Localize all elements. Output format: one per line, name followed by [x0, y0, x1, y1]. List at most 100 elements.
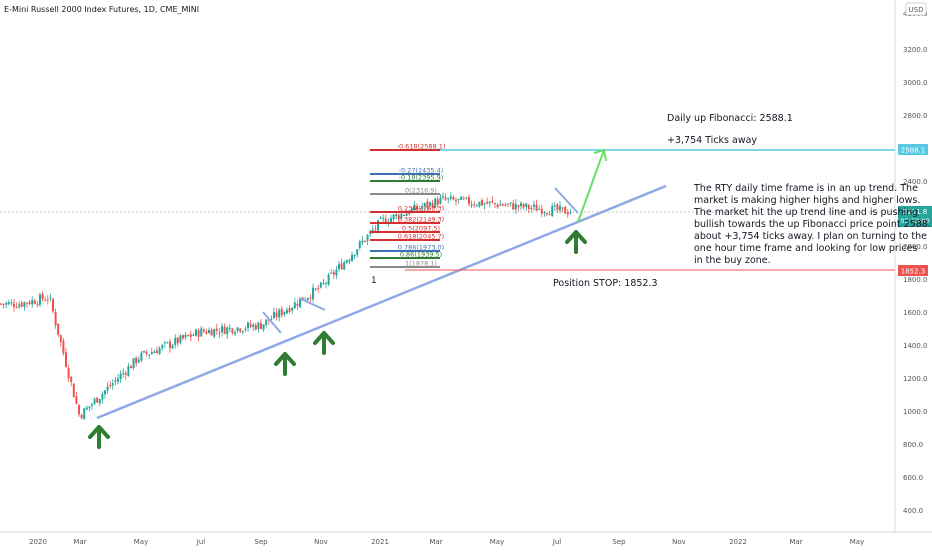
- candle-body: [317, 287, 320, 289]
- fib-level-label: 0(2316.9): [405, 187, 437, 195]
- candle-body: [319, 282, 322, 288]
- candle-body: [291, 307, 294, 311]
- candle-body: [405, 213, 408, 217]
- price-tick-label: 800.0: [903, 441, 923, 449]
- candle-body: [215, 328, 218, 331]
- stop-label: Position STOP: 1852.3: [553, 278, 658, 289]
- time-tick-label: Nov: [314, 538, 328, 546]
- candle-body: [208, 329, 210, 334]
- time-tick-label: 2022: [729, 538, 747, 546]
- candle-body: [106, 386, 109, 391]
- currency-badge[interactable]: USD: [909, 6, 924, 14]
- current-price-tag-box: [898, 206, 932, 227]
- candle-body: [429, 202, 431, 206]
- candle-body: [171, 345, 174, 349]
- candle-body: [356, 249, 359, 255]
- price-tick-label: 600.0: [903, 474, 923, 482]
- candle-body: [535, 204, 538, 211]
- time-tick-label: 2020: [29, 538, 47, 546]
- time-axis[interactable]: 2020 Mar May Jul Sep Nov 2021 Mar May Jul Sep Nov 20…: [29, 538, 864, 546]
- time-tick-label: May: [134, 538, 148, 546]
- candle-body: [244, 328, 247, 330]
- buy-arrow-2: [274, 352, 296, 376]
- candle-body: [299, 298, 301, 308]
- candle-body: [75, 396, 78, 404]
- candle-body: [252, 324, 255, 327]
- candle-body: [83, 408, 86, 420]
- time-tick-label: Jul: [196, 538, 206, 546]
- price-tick-label: 3000.0: [903, 79, 928, 87]
- candle-body: [527, 205, 530, 210]
- candle-body: [512, 203, 515, 210]
- candle-body: [382, 217, 385, 219]
- candle-body: [397, 214, 400, 219]
- candle-body: [184, 334, 187, 338]
- candle-body: [481, 200, 483, 206]
- candle-body: [91, 404, 93, 406]
- uptrend-line[interactable]: [96, 184, 667, 420]
- candle-body: [93, 398, 96, 404]
- candle-body: [39, 294, 41, 305]
- analysis-text: The RTY daily time frame is in an up tre…: [694, 183, 932, 266]
- candle-body: [169, 341, 171, 348]
- candle-body: [533, 204, 535, 207]
- candle-body: [101, 393, 104, 400]
- candle-body: [540, 208, 543, 214]
- candle-body: [247, 322, 249, 329]
- candle-body: [192, 335, 195, 337]
- candle-body: [200, 328, 203, 337]
- candle-body: [254, 324, 257, 330]
- stop-price-tag-box: [898, 265, 928, 276]
- candle-body: [52, 299, 54, 312]
- candle-body: [13, 303, 15, 307]
- candle-body: [62, 340, 65, 354]
- candle-body: [111, 383, 114, 386]
- candle-body: [457, 198, 460, 200]
- candle-body: [514, 203, 517, 210]
- candle-body: [569, 212, 572, 214]
- time-tick-label: Mar: [789, 538, 802, 546]
- candle-body: [26, 302, 28, 304]
- candles-group: [0, 192, 572, 420]
- candle-body: [306, 297, 309, 300]
- candle-body: [548, 214, 551, 216]
- candle-body: [241, 330, 244, 333]
- fibonacci-levels[interactable]: -0.618(2588.1) -0.27(2435.4)-0.18(2395.9)…: [370, 143, 445, 268]
- candle-body: [226, 327, 229, 335]
- candle-body: [166, 342, 169, 344]
- candle-body: [351, 254, 353, 262]
- candle-body: [109, 385, 112, 387]
- candle-body: [520, 203, 522, 207]
- time-tick-label: May: [850, 538, 864, 546]
- candle-body: [236, 327, 239, 331]
- candle-body: [348, 259, 351, 262]
- candle-body: [124, 373, 127, 375]
- candle-body: [67, 368, 70, 379]
- symbol-title: E-Mini Russell 2000 Index Futures, 1D, C…: [4, 5, 199, 14]
- candle-body: [418, 208, 421, 210]
- price-tick-label: 1800.0: [903, 276, 928, 284]
- price-tick-label: 400.0: [903, 507, 923, 515]
- currency-badge-box[interactable]: [905, 2, 927, 16]
- candle-body: [145, 351, 148, 354]
- candle-body: [210, 330, 213, 336]
- candle-body: [41, 293, 44, 300]
- candle-body: [7, 302, 10, 305]
- candle-body: [59, 335, 62, 342]
- candle-body: [434, 198, 437, 208]
- candle-body: [436, 199, 439, 205]
- candle-body: [431, 202, 434, 208]
- candle-body: [18, 304, 21, 308]
- candle-body: [455, 199, 457, 202]
- price-tick-label: 1600.0: [903, 309, 928, 317]
- candle-body: [148, 354, 151, 356]
- candle-body: [270, 319, 273, 321]
- ticks-away: +3,754 Ticks away: [667, 135, 758, 146]
- candle-body: [403, 214, 405, 216]
- candle-body: [496, 204, 499, 208]
- price-tick-label: 2800.0: [903, 112, 928, 120]
- candle-body: [293, 302, 296, 309]
- candle-body: [195, 329, 197, 336]
